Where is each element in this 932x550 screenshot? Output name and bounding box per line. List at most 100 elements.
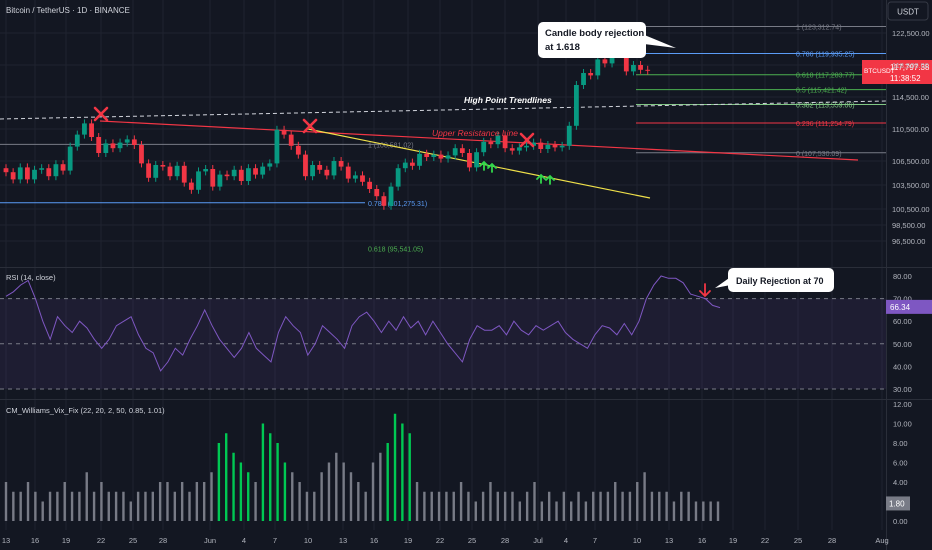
vix-bar[interactable]: [320, 472, 323, 521]
candle-body[interactable]: [609, 53, 615, 64]
vix-bar[interactable]: [225, 433, 228, 521]
vix-bar[interactable]: [680, 491, 683, 521]
candle-body[interactable]: [110, 143, 116, 149]
vix-bar[interactable]: [474, 501, 477, 522]
candle-body[interactable]: [103, 143, 109, 153]
candle-body[interactable]: [39, 168, 45, 170]
candle-body[interactable]: [595, 59, 601, 76]
vix-bar[interactable]: [298, 482, 301, 521]
vix-bar[interactable]: [386, 443, 389, 521]
candle-body[interactable]: [160, 165, 166, 167]
candle-body[interactable]: [17, 167, 23, 180]
candle-body[interactable]: [388, 186, 394, 206]
vix-bar[interactable]: [423, 491, 426, 521]
candle-body[interactable]: [153, 165, 159, 178]
candle-body[interactable]: [531, 142, 537, 146]
candle-body[interactable]: [74, 134, 80, 147]
vix-bar[interactable]: [628, 491, 632, 521]
candle-body[interactable]: [24, 167, 30, 180]
candle-body[interactable]: [3, 168, 9, 173]
candle-body[interactable]: [431, 154, 437, 157]
vix-bar[interactable]: [232, 452, 235, 521]
candle-body[interactable]: [574, 85, 579, 126]
vix-bar[interactable]: [665, 491, 668, 521]
candle-body[interactable]: [53, 164, 59, 177]
candle-body[interactable]: [188, 182, 194, 190]
vix-bar[interactable]: [379, 452, 382, 521]
candle-body[interactable]: [638, 65, 643, 70]
candle-body[interactable]: [417, 153, 422, 166]
candle-body[interactable]: [260, 166, 266, 175]
vix-bar[interactable]: [606, 491, 610, 521]
vix-bar[interactable]: [687, 491, 690, 521]
vix-bar[interactable]: [437, 491, 441, 521]
vix-bar[interactable]: [357, 482, 360, 521]
vix-bar[interactable]: [716, 501, 720, 522]
vix-bar[interactable]: [555, 501, 558, 522]
vix-bar[interactable]: [709, 501, 712, 522]
candle-body[interactable]: [246, 168, 251, 181]
candle-body[interactable]: [267, 163, 273, 167]
vix-bar[interactable]: [650, 491, 654, 521]
vix-bar[interactable]: [261, 423, 265, 522]
rsi-rejection-callout[interactable]: Daily Rejection at 70: [715, 268, 834, 292]
vix-bar[interactable]: [166, 482, 169, 521]
candle-body[interactable]: [203, 169, 209, 172]
vix-bar[interactable]: [136, 491, 140, 521]
vix-bar[interactable]: [415, 482, 419, 521]
candle-body[interactable]: [167, 166, 173, 177]
candle-body[interactable]: [146, 163, 151, 178]
vix-bar[interactable]: [547, 491, 551, 521]
candle-body[interactable]: [545, 145, 551, 149]
candle-body[interactable]: [60, 164, 66, 171]
vix-bar[interactable]: [239, 462, 243, 522]
vix-bar[interactable]: [401, 423, 404, 522]
vix-bar[interactable]: [672, 501, 676, 522]
vix-bar[interactable]: [114, 491, 118, 521]
candle-body[interactable]: [410, 162, 415, 166]
vix-bar[interactable]: [254, 482, 257, 521]
vix-bar[interactable]: [276, 443, 279, 521]
vix-bar[interactable]: [217, 443, 221, 521]
vix-bar[interactable]: [12, 491, 15, 521]
candle-body[interactable]: [67, 146, 73, 171]
vix-bar[interactable]: [195, 482, 199, 521]
vix-bar[interactable]: [371, 462, 375, 522]
vix-bar[interactable]: [562, 491, 566, 521]
candle-body[interactable]: [131, 139, 137, 145]
yellow-trendline[interactable]: [307, 128, 651, 199]
vix-bar[interactable]: [107, 491, 110, 521]
candle-body[interactable]: [295, 145, 301, 155]
candle-body[interactable]: [645, 69, 651, 71]
candle-body[interactable]: [524, 145, 529, 148]
candle-body[interactable]: [424, 153, 430, 157]
candle-body[interactable]: [552, 145, 558, 148]
vix-bar[interactable]: [702, 501, 705, 522]
vix-bar[interactable]: [467, 491, 470, 521]
vix-bar[interactable]: [445, 491, 448, 521]
candle-body[interactable]: [502, 135, 508, 149]
vix-bar[interactable]: [78, 491, 81, 521]
candle-body[interactable]: [210, 169, 216, 187]
candle-body[interactable]: [588, 73, 594, 76]
vix-bar[interactable]: [202, 482, 206, 521]
candle-body[interactable]: [324, 169, 330, 176]
vix-bar[interactable]: [291, 472, 294, 521]
candle-body[interactable]: [89, 123, 94, 137]
vix-bar[interactable]: [180, 482, 184, 521]
candle-rejection-callout[interactable]: Candle body rejection at 1.618: [538, 22, 676, 58]
candle-body[interactable]: [495, 135, 501, 145]
candle-body[interactable]: [82, 123, 87, 135]
vix-bar[interactable]: [173, 491, 177, 521]
vix-bar[interactable]: [533, 482, 536, 521]
candle-body[interactable]: [196, 171, 201, 190]
vix-bar[interactable]: [210, 472, 213, 521]
candle-body[interactable]: [559, 145, 565, 148]
candle-body[interactable]: [96, 137, 102, 153]
vix-bar[interactable]: [100, 482, 103, 521]
candle-body[interactable]: [352, 175, 358, 179]
vix-bar[interactable]: [540, 501, 544, 522]
vix-bar[interactable]: [313, 491, 316, 521]
candle-body[interactable]: [139, 145, 144, 164]
candle-body[interactable]: [631, 65, 636, 72]
